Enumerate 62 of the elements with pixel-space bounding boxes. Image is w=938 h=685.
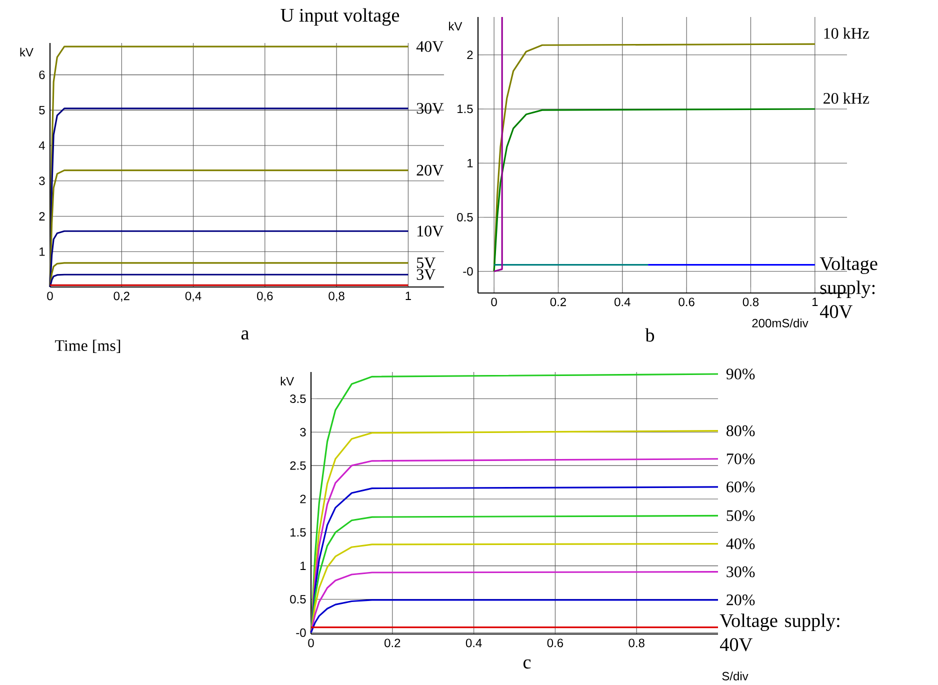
x-tick-label: 0.8: [628, 638, 644, 648]
x-tick-label: 0,6: [257, 292, 273, 302]
series-label: 20%: [726, 594, 755, 606]
x-tick-label: 0,8: [328, 292, 344, 302]
y-tick-label: 1.5: [290, 528, 306, 537]
x-tick-label: 1: [406, 292, 411, 300]
series-label: 20 kHz: [824, 92, 870, 104]
x-tick-label: 0.4: [466, 638, 482, 648]
series-label: 3V: [416, 269, 436, 280]
series-label: 40V: [416, 41, 444, 52]
y-axis-title: kV: [449, 22, 462, 30]
text: 200mS/div: [752, 318, 808, 328]
y-tick-label: 3: [300, 428, 306, 436]
text: b: [645, 328, 654, 342]
y-tick-label: 3.5: [290, 394, 306, 403]
y-tick-label: 2: [300, 494, 306, 504]
y-tick-label: 1: [468, 158, 473, 168]
y-tick-label: 2.5: [290, 461, 306, 470]
x-axis-title: Time [ms]: [55, 340, 120, 353]
x-tick-label: 0,2: [114, 292, 130, 302]
series-label: 60%: [726, 482, 755, 492]
y-tick-label: 2: [467, 50, 473, 60]
series-label: 80%: [726, 425, 755, 436]
x-tick-label: 0.6: [547, 638, 564, 648]
series-label: 70%: [726, 453, 755, 464]
x-tick-label: 0,4: [185, 292, 202, 302]
text: c: [523, 659, 531, 669]
y-tick-label: 1: [300, 562, 306, 570]
y-axis-title: kV: [280, 376, 294, 386]
text: a: [241, 330, 250, 340]
y-tick-label: 0.5: [290, 594, 306, 604]
x-tick-label: 0.4: [614, 298, 630, 306]
series-label: 5V: [417, 258, 436, 268]
series-label: 20V: [416, 164, 444, 176]
series-label: 90%: [726, 368, 755, 380]
y-tick-label: 2: [39, 212, 45, 220]
x-tick-label: 1: [812, 298, 818, 306]
y-tick-label: 1: [40, 248, 45, 256]
y-tick-label: -0: [463, 267, 473, 276]
text: Voltage supply: 40V: [720, 614, 840, 652]
x-tick-label: 0: [491, 298, 497, 306]
x-tick-label: 0: [47, 292, 53, 300]
y-tick-label: 3: [39, 176, 45, 186]
x-tick-label: 0.2: [550, 298, 566, 306]
y-tick-label: 1.5: [458, 104, 473, 114]
x-tick-label: 0.8: [742, 298, 759, 306]
chart-title: U input voltage: [280, 8, 400, 26]
x-tick-label: 0.2: [384, 638, 400, 648]
y-tick-label: -0: [296, 628, 306, 637]
y-tick-label: 6: [39, 70, 45, 80]
x-tick-label: 0: [308, 638, 314, 648]
x-tick-label: 0.6: [678, 298, 694, 306]
series-label: 40%: [726, 538, 755, 550]
text: S/div: [722, 672, 748, 680]
series-label: 30%: [726, 566, 755, 578]
series-label: 10V: [417, 226, 444, 237]
series-label: 50%: [726, 510, 755, 522]
y-tick-label: 5: [39, 106, 45, 114]
y-tick-label: 4: [38, 141, 45, 150]
y-axis-title: kV: [20, 48, 34, 56]
y-tick-label: 0.5: [457, 212, 473, 222]
series-label: 10 kHz: [824, 28, 870, 39]
